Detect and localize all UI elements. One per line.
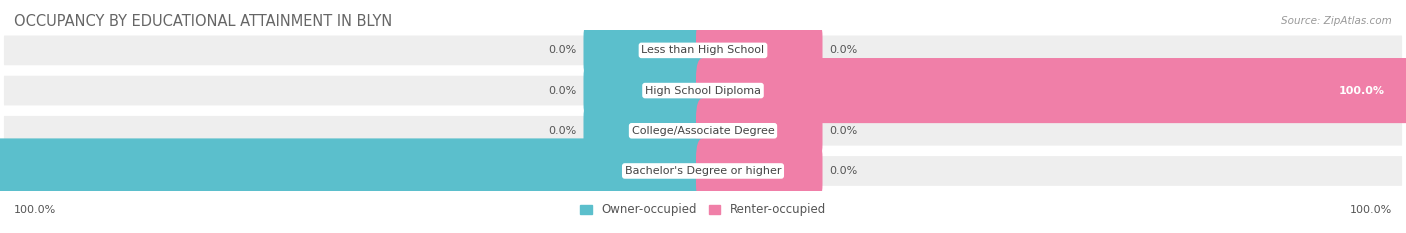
Text: 100.0%: 100.0% — [1350, 205, 1392, 215]
Text: 0.0%: 0.0% — [830, 45, 858, 55]
FancyBboxPatch shape — [583, 18, 710, 83]
FancyBboxPatch shape — [696, 18, 823, 83]
FancyBboxPatch shape — [696, 138, 823, 203]
Text: OCCUPANCY BY EDUCATIONAL ATTAINMENT IN BLYN: OCCUPANCY BY EDUCATIONAL ATTAINMENT IN B… — [14, 14, 392, 29]
Text: 0.0%: 0.0% — [830, 126, 858, 136]
Text: 0.0%: 0.0% — [548, 45, 576, 55]
Text: Source: ZipAtlas.com: Source: ZipAtlas.com — [1281, 16, 1392, 26]
FancyBboxPatch shape — [4, 35, 1402, 65]
FancyBboxPatch shape — [0, 138, 710, 203]
FancyBboxPatch shape — [696, 58, 1406, 123]
FancyBboxPatch shape — [583, 98, 710, 163]
Text: Less than High School: Less than High School — [641, 45, 765, 55]
Text: 0.0%: 0.0% — [548, 86, 576, 96]
Text: High School Diploma: High School Diploma — [645, 86, 761, 96]
FancyBboxPatch shape — [4, 76, 1402, 106]
Text: College/Associate Degree: College/Associate Degree — [631, 126, 775, 136]
FancyBboxPatch shape — [4, 156, 1402, 186]
Text: 0.0%: 0.0% — [830, 166, 858, 176]
FancyBboxPatch shape — [696, 98, 823, 163]
FancyBboxPatch shape — [583, 58, 710, 123]
Text: Bachelor's Degree or higher: Bachelor's Degree or higher — [624, 166, 782, 176]
FancyBboxPatch shape — [4, 116, 1402, 146]
Text: 0.0%: 0.0% — [548, 126, 576, 136]
Text: 100.0%: 100.0% — [1339, 86, 1385, 96]
Text: 100.0%: 100.0% — [14, 205, 56, 215]
Legend: Owner-occupied, Renter-occupied: Owner-occupied, Renter-occupied — [575, 199, 831, 221]
